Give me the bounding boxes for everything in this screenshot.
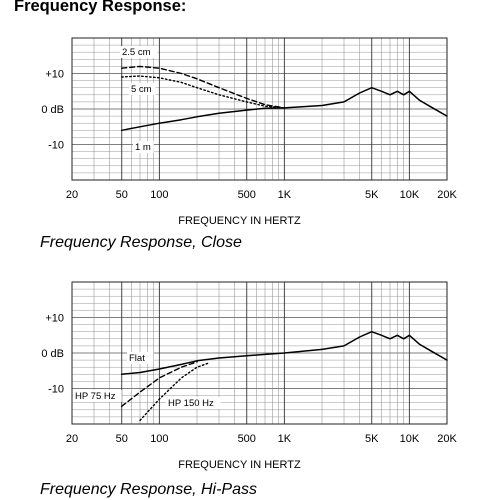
- series-line-hp-150-hz: [139, 362, 210, 422]
- y-tick-label: -10: [48, 140, 64, 152]
- series-annotation: Flat: [129, 353, 145, 364]
- y-tick-label: 0 dB: [41, 104, 64, 116]
- series-annotation: HP 150 Hz: [168, 398, 214, 409]
- x-tick-label: 20: [66, 433, 78, 445]
- annotation-bg: [127, 352, 154, 364]
- series-line-1-m: [120, 86, 448, 132]
- series-annotation: 2.5 cm: [122, 47, 151, 58]
- x-tick-label: 20K: [437, 189, 457, 201]
- x-tick-label: 20K: [437, 433, 457, 445]
- x-tick-label: 5K: [365, 189, 379, 201]
- plot-frame: [71, 37, 448, 181]
- x-tick-label: 500: [238, 189, 256, 201]
- annotation-bg: [120, 46, 158, 58]
- x-axis-label: FREQUENCY IN HERTZ: [178, 459, 301, 471]
- series-line-2-5-cm: [121, 65, 286, 109]
- x-tick-label: 10K: [400, 189, 420, 201]
- x-tick-label: 1K: [278, 189, 292, 201]
- x-tick-label: 100: [150, 433, 168, 445]
- series-annotation: 1 m: [135, 142, 151, 153]
- x-tick-label: 50: [116, 433, 128, 445]
- x-tick-label: 50: [116, 189, 128, 201]
- x-tick-label: 5K: [365, 433, 379, 445]
- plot-frame: [71, 281, 448, 425]
- series-annotation: 5 cm: [131, 84, 152, 95]
- annotation-bg: [73, 390, 122, 402]
- series-line-5-cm: [121, 75, 286, 109]
- page-title: Frequency Response:: [14, 0, 187, 15]
- x-tick-label: 10K: [400, 433, 420, 445]
- series-annotation: HP 75 Hz: [75, 391, 116, 402]
- annotation-bg: [129, 83, 156, 95]
- x-tick-label: 100: [150, 189, 168, 201]
- x-axis-label: FREQUENCY IN HERTZ: [178, 215, 301, 227]
- chart-caption-close: Frequency Response, Close: [40, 234, 242, 251]
- series-line-hp-75-hz: [121, 361, 198, 407]
- annotation-bg: [133, 141, 154, 153]
- chart-caption-hipass: Frequency Response, Hi-Pass: [40, 481, 257, 498]
- y-tick-label: +10: [45, 69, 64, 81]
- y-tick-label: +10: [45, 313, 64, 325]
- annotation-bg: [166, 397, 221, 409]
- y-tick-label: -10: [48, 384, 64, 396]
- y-tick-label: 0 dB: [41, 348, 64, 360]
- x-tick-label: 1K: [278, 433, 292, 445]
- x-tick-label: 500: [238, 433, 256, 445]
- x-tick-label: 20: [66, 189, 78, 201]
- series-line-flat: [120, 330, 448, 376]
